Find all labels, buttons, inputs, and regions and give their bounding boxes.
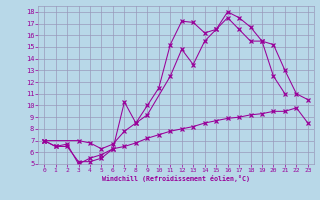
X-axis label: Windchill (Refroidissement éolien,°C): Windchill (Refroidissement éolien,°C) [102, 175, 250, 182]
